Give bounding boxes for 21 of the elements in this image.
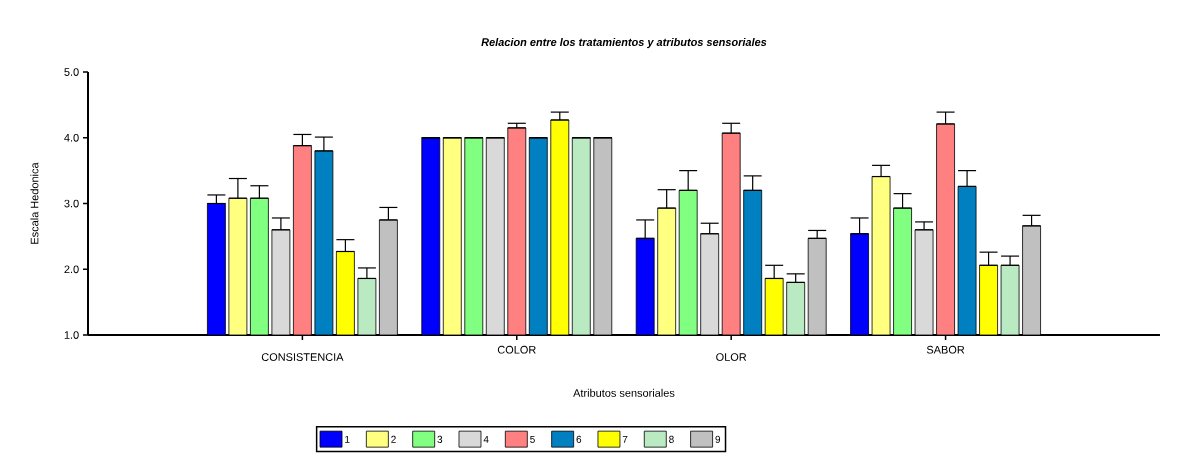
y-tick-label: 5.0 — [64, 68, 79, 76]
x-tick-label: CONSISTENCIA — [261, 353, 344, 361]
chart-title: Relacion entre los tratamientos y atributos sensoriales — [481, 37, 767, 49]
legend-label: 6 — [576, 435, 582, 443]
y-axis-title: Escala Hedonica — [30, 162, 39, 244]
legend-label: 1 — [345, 435, 350, 443]
y-tick-label: 4.0 — [64, 133, 79, 142]
x-tick-label: OLOR — [716, 353, 747, 361]
y-tick-label: 3.0 — [64, 199, 79, 208]
x-tick-label: SABOR — [926, 345, 965, 354]
x-axis-title: Atributos sensoriales — [573, 388, 675, 397]
legend-label: 9 — [715, 435, 721, 443]
y-tick-label: 1.0 — [64, 331, 79, 339]
legend-label: 7 — [622, 435, 628, 443]
legend-label: 8 — [669, 435, 674, 443]
legend-label: 3 — [437, 435, 443, 443]
legend-label: 2 — [391, 435, 396, 443]
legend-label: 5 — [530, 435, 535, 443]
x-tick-label: COLOR — [497, 345, 536, 354]
legend-label: 4 — [483, 435, 489, 443]
y-tick-label: 2.0 — [64, 265, 79, 274]
